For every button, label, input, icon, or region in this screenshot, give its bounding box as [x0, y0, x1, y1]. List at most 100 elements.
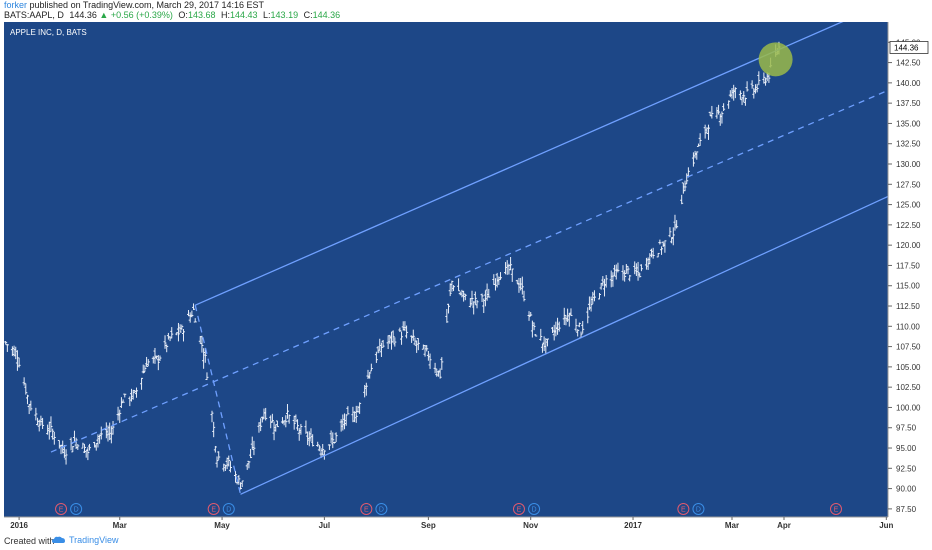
ohlc-bar [163, 335, 167, 349]
y-tick-label: 87.50 [896, 505, 917, 514]
ohlc-bar [663, 240, 667, 253]
ohlc-bar [76, 444, 80, 450]
ohlc-bar [316, 441, 320, 447]
ohlc-bar [180, 324, 184, 331]
last-price-box [889, 41, 929, 54]
event-marker-label: E [211, 507, 216, 514]
event-marker-ring [830, 503, 842, 515]
ohlc-bar [140, 377, 144, 390]
y-tick-label: 115.00 [896, 282, 920, 291]
ohlc-bar [581, 321, 585, 334]
ohlc-bar [192, 303, 196, 310]
earnings-marker: E [512, 503, 525, 515]
dividend-marker: D [375, 503, 388, 515]
earnings-marker: E [830, 503, 842, 515]
ohlc-bar [447, 303, 451, 314]
event-marker-label: E [517, 507, 522, 514]
ohlc-bar [145, 356, 149, 367]
tradingview-brand[interactable]: TradingView [52, 535, 119, 545]
ohlc-bar [181, 329, 185, 342]
y-tick-label: 95.00 [896, 444, 917, 453]
event-marker-label: E [681, 507, 686, 514]
ohlc-bar [473, 291, 477, 305]
ohlc-bar [233, 470, 237, 483]
symbol-label: BATS:AAPL, D [4, 10, 64, 20]
ohlc-bar [691, 152, 695, 167]
x-tick-label: Jul [319, 521, 331, 530]
event-marker-ring [692, 503, 705, 515]
ohlc-bar [539, 328, 543, 341]
ohlc-bar [334, 432, 338, 443]
publish-line: forker published on TradingView.com, Mar… [4, 0, 264, 11]
ohlc-bar [626, 265, 630, 275]
y-tick-label: 127.50 [896, 180, 921, 189]
ohlc-bar [487, 288, 491, 298]
high-label: H: [220, 10, 230, 20]
ohlc-bar [74, 437, 78, 450]
close-value: 144.36 [312, 10, 341, 20]
x-tick-label: 2017 [624, 521, 642, 530]
ohlc-bar [717, 104, 721, 115]
ohlc-bar [25, 394, 29, 405]
plot-area [4, 22, 888, 517]
ohlc-bar [205, 372, 209, 381]
ohlc-bar [237, 475, 241, 485]
ohlc-bar [628, 274, 632, 282]
ohlc-bar [381, 339, 385, 348]
ohlc-bar [398, 327, 402, 333]
event-marker-ring [207, 503, 220, 515]
ohlc-bar [135, 387, 139, 398]
ohlc-bar [428, 353, 432, 369]
author-link[interactable]: forker [4, 0, 28, 10]
ohlc-bar [574, 318, 578, 332]
ohlc-bar [534, 334, 538, 337]
ohlc-bar [557, 321, 561, 332]
ohlc-bar [311, 434, 315, 447]
dividend-marker: D [70, 503, 83, 515]
low-label: L: [263, 10, 271, 20]
event-marker-label: E [59, 507, 64, 514]
y-tick-label: 105.00 [896, 363, 921, 372]
x-tick-label: 2016 [10, 521, 28, 530]
ohlc-bar [762, 72, 766, 84]
ohlc-bar [285, 404, 289, 419]
ohlc-bar [354, 405, 358, 423]
event-marker-ring [55, 503, 68, 515]
last-price-label: 144.36 [894, 43, 919, 52]
y-tick-label: 97.50 [896, 424, 917, 433]
ohlc-bar [29, 400, 33, 411]
ohlc-bar [34, 407, 38, 421]
ohlc-bar [227, 455, 231, 467]
ohlc-bar [720, 111, 724, 124]
ohlc-bar [346, 406, 350, 415]
earnings-marker: E [360, 503, 373, 515]
event-marker-ring [360, 503, 373, 515]
ohlc-bar [569, 308, 573, 317]
ohlc-bar [499, 272, 503, 281]
ohlc-bar [707, 124, 711, 140]
publish-info: published on TradingView.com, March 29, … [29, 0, 265, 10]
earnings-marker: E [207, 503, 220, 515]
y-tick-label: 120.00 [896, 241, 921, 250]
ohlc-bar [212, 421, 216, 438]
ohlc-bar [597, 293, 601, 300]
y-tick-label: 107.50 [896, 343, 921, 352]
price-chart[interactable]: APPLE INC, D, BATSEDEDEDEDEDE145.00142.5… [0, 22, 932, 532]
event-marker-ring [375, 503, 388, 515]
y-tick-label: 135.00 [896, 119, 921, 128]
ohlc-bar [545, 338, 549, 347]
y-tick-label: 122.50 [896, 221, 921, 230]
ohlc-bar [638, 272, 642, 278]
y-tick-label: 112.50 [896, 302, 920, 311]
ohlc-bar [683, 180, 687, 192]
event-marker-ring [70, 503, 83, 515]
ohlc-bar [698, 133, 702, 146]
low-value: 143.19 [270, 10, 299, 20]
ohlc-bar [393, 337, 397, 347]
ohlc-bar [522, 290, 526, 302]
ohlc-bar [123, 393, 127, 398]
ohlc-bar [743, 97, 747, 106]
ohlc-bar [332, 441, 336, 444]
ohlc-bar [178, 324, 182, 333]
plot-layer: APPLE INC, D, BATS E D E D E D E D E D E [4, 22, 888, 515]
